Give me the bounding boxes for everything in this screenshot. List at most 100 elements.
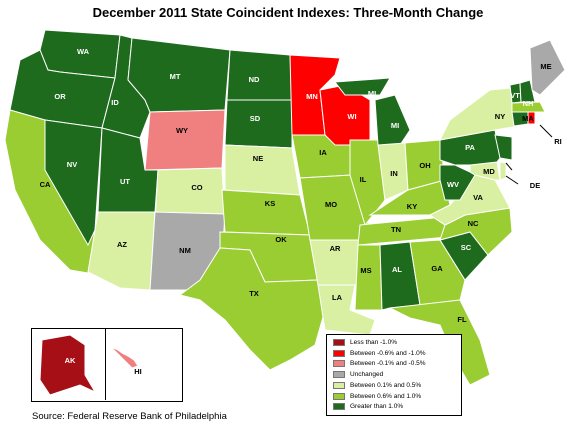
label-CO: CO — [191, 183, 202, 192]
label-VA: VA — [473, 193, 483, 202]
leader-DE — [505, 175, 519, 185]
state-NE — [224, 144, 301, 196]
label-NY: NY — [495, 112, 505, 121]
label-SC: SC — [461, 243, 472, 252]
label-OR: OR — [54, 92, 66, 101]
label-CA: CA — [40, 180, 51, 189]
label-MN: MN — [306, 92, 318, 101]
label-RI: RI — [554, 137, 562, 146]
label-AR: AR — [330, 244, 341, 253]
label-WV: WV — [447, 180, 459, 189]
leader-NJ — [505, 162, 513, 171]
label-MO: MO — [325, 200, 337, 209]
label-MI-upper: MI — [368, 89, 376, 98]
label-UT: UT — [120, 177, 130, 186]
legend-swatch — [333, 360, 345, 368]
label-MD: MD — [483, 167, 495, 176]
leader-RI — [539, 124, 553, 138]
label-WI: WI — [347, 112, 356, 121]
label-NC: NC — [468, 219, 479, 228]
legend-item: Greater than 1.0% — [333, 403, 403, 412]
legend-label: Less than -1.0% — [350, 339, 397, 347]
legend-label: Between -0.1% and -0.5% — [350, 360, 426, 368]
label-KY: KY — [407, 202, 417, 211]
state-ND — [226, 49, 293, 101]
label-AZ: AZ — [117, 240, 127, 249]
label-SD: SD — [250, 114, 261, 123]
label-HI: HI — [134, 367, 142, 376]
legend-swatch — [333, 392, 345, 400]
label-VT: VT — [510, 91, 520, 100]
label-IA: IA — [319, 148, 327, 157]
legend-item: Between -0.6% and -1.0% — [333, 349, 426, 359]
label-AL: AL — [392, 265, 402, 274]
label-NM: NM — [179, 246, 191, 255]
label-CT: CT — [518, 124, 528, 133]
label-MS: MS — [360, 266, 371, 275]
label-ND: ND — [249, 75, 260, 84]
legend-label: Greater than 1.0% — [350, 403, 404, 411]
label-DE: DE — [530, 181, 540, 190]
legend-item: Between 0.6% and 1.0% — [333, 392, 422, 402]
label-NH: NH — [523, 99, 534, 108]
label-GA: GA — [431, 264, 443, 273]
state-MI-upper — [334, 77, 391, 96]
state-HI — [110, 345, 139, 369]
label-MI: MI — [391, 121, 399, 130]
label-OK: OK — [275, 235, 287, 244]
legend-item: Less than -1.0% — [333, 339, 397, 348]
label-PA: PA — [465, 143, 475, 152]
state-NV — [44, 119, 103, 247]
state-WV — [439, 164, 476, 201]
state-NC — [439, 207, 513, 256]
label-AK: AK — [65, 356, 76, 365]
legend-swatch — [333, 349, 345, 357]
label-TX: TX — [249, 289, 259, 298]
state-RI — [527, 111, 536, 125]
label-NV: NV — [67, 160, 77, 169]
state-AZ — [87, 211, 156, 291]
state-SD — [224, 99, 293, 149]
label-NE: NE — [253, 154, 263, 163]
legend: Less than -1.0% Between -0.6% and -1.0% Be… — [326, 334, 462, 416]
label-MT: MT — [170, 72, 181, 81]
state-WY — [144, 109, 226, 171]
label-ME: ME — [540, 62, 551, 71]
source-note: Source: Federal Reserve Bank of Philadel… — [32, 411, 227, 422]
state-AK — [39, 334, 97, 396]
label-MA: MA — [522, 114, 534, 123]
label-IL: IL — [360, 175, 367, 184]
legend-swatch — [333, 403, 345, 411]
state-FL — [388, 299, 491, 386]
label-LA: LA — [332, 293, 343, 302]
label-FL: FL — [457, 315, 467, 324]
legend-label: Between 0.6% and 1.0% — [350, 392, 422, 400]
label-NJ: NJ — [511, 154, 521, 163]
label-TN: TN — [391, 225, 401, 234]
state-DE — [499, 161, 507, 181]
state-LA — [317, 284, 376, 336]
legend-label: Between -0.6% and -1.0% — [350, 349, 426, 357]
label-WY: WY — [176, 126, 188, 135]
legend-swatch — [333, 371, 345, 379]
label-WA: WA — [77, 47, 90, 56]
legend-item: Between 0.1% and 0.5% — [333, 381, 422, 391]
label-KS: KS — [265, 199, 275, 208]
legend-label: Between 0.1% and 0.5% — [350, 382, 422, 390]
state-NJ — [494, 134, 513, 161]
label-ID: ID — [111, 98, 119, 107]
label-leaders — [505, 124, 553, 185]
state-MI — [374, 94, 411, 146]
inset-divider — [105, 328, 106, 400]
state-GA — [409, 239, 466, 306]
state-MS — [354, 244, 383, 311]
map-title: December 2011 State Coincident Indexes: … — [92, 5, 484, 20]
state-TX — [178, 247, 326, 371]
state-KS — [221, 189, 311, 236]
legend-item: Unchanged — [333, 371, 383, 380]
legend-label: Unchanged — [350, 371, 384, 379]
legend-swatch — [333, 339, 345, 346]
label-OH: OH — [419, 161, 430, 170]
state-MA — [511, 101, 546, 113]
